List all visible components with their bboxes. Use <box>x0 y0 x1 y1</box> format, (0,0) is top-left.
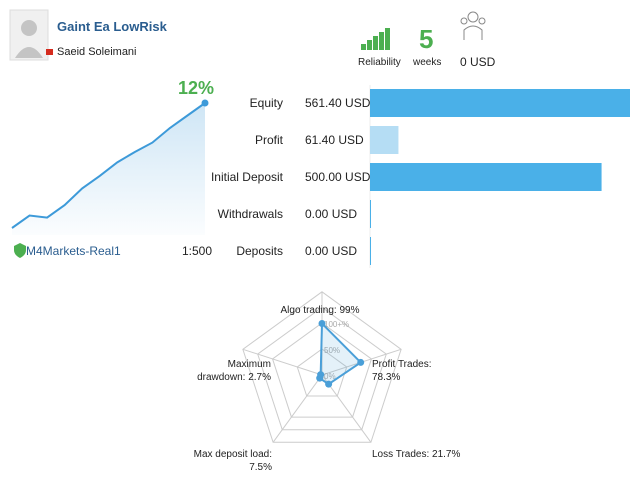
radar-point <box>357 358 365 366</box>
title: Gaint Ea LowRisk <box>57 19 167 34</box>
radar-tick-label: 50% <box>324 346 340 355</box>
radar-spoke <box>272 374 323 443</box>
reliability-icon <box>361 28 390 50</box>
row-label: Equity <box>249 96 283 110</box>
shield-icon <box>14 243 26 258</box>
avatar-body <box>15 47 43 58</box>
radar-label: Max deposit load: 7.5% <box>193 449 272 473</box>
server: M4Markets-Real1 <box>26 244 121 258</box>
radar-outer-ring <box>257 306 387 431</box>
avatar-head <box>21 20 37 36</box>
growth-end <box>201 99 209 107</box>
radar-tick-label: 100+% <box>324 320 349 329</box>
row-label: Deposits <box>236 244 283 258</box>
radar-point <box>317 371 325 379</box>
subscribers-icon <box>460 11 486 40</box>
subscribers: 0 USD <box>460 55 496 69</box>
radar-ring <box>271 322 373 418</box>
growth-label: 12% <box>178 78 215 98</box>
radar-tick-label: 0% <box>324 372 336 381</box>
row-value: 61.40 USD <box>305 133 364 147</box>
row-label: Initial Deposit <box>210 170 283 184</box>
balance-bar <box>370 126 399 154</box>
radar-point <box>325 380 333 388</box>
flag <box>46 49 53 55</box>
radar-shape <box>318 321 363 386</box>
radar-ring <box>296 348 348 397</box>
balance-bar <box>370 163 602 191</box>
weeks-label: weeks <box>413 57 442 68</box>
radar-label: Profit Trades: 78.3% <box>372 359 432 383</box>
leverage: 1:500 <box>182 244 213 258</box>
row-value: 561.40 USD <box>305 96 371 110</box>
growth-line <box>11 102 206 229</box>
row-value: 500.00 USD <box>305 170 371 184</box>
balance-bar <box>370 237 371 265</box>
radar-label: Loss Trades: 21.7% <box>372 449 461 460</box>
growth-area <box>12 103 205 235</box>
row-label: Profit <box>254 133 283 147</box>
reliability-label: Reliability <box>358 57 401 68</box>
balance-bar <box>370 200 371 228</box>
author: Saeid Soleimani <box>57 46 137 58</box>
row-label: Withdrawals <box>217 207 283 221</box>
radar-spoke <box>242 348 323 376</box>
radar-label: Algo trading: 99% <box>280 305 360 316</box>
row-value: 0.00 USD <box>305 207 358 221</box>
weeks: 5 <box>419 24 434 54</box>
balance-bar <box>370 89 630 117</box>
radar-label: Maximum drawdown: 2.7% <box>197 359 271 383</box>
row-value: 0.00 USD <box>305 244 358 258</box>
radar-outer-ring <box>242 291 402 443</box>
radar-point <box>318 320 326 328</box>
